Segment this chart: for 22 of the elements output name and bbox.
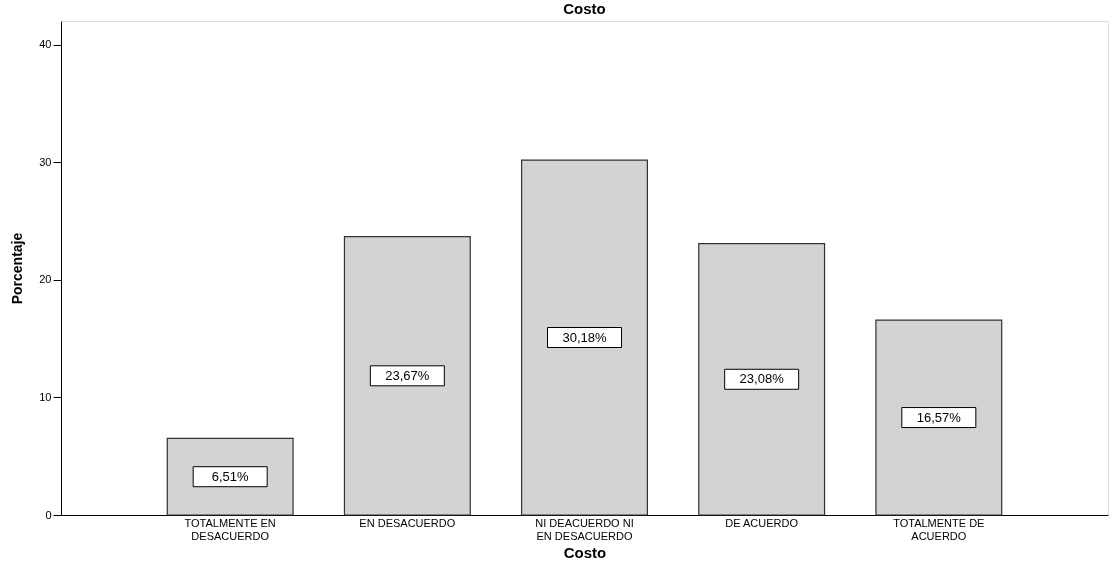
x-axis-title: Costo xyxy=(563,543,607,561)
y-tick-label: 10 xyxy=(39,390,52,403)
y-tick-label: 40 xyxy=(39,38,52,51)
y-tick-label: 30 xyxy=(39,155,52,168)
bar xyxy=(343,236,471,516)
x-tick-label: DE ACUERDO xyxy=(725,516,799,529)
y-tick-label: 20 xyxy=(39,273,52,286)
x-tick-label: TOTALMENTE EN DESACUERDO xyxy=(184,516,276,542)
y-tick-label: 0 xyxy=(45,508,52,521)
bar xyxy=(521,159,648,516)
bar xyxy=(875,319,1003,516)
data-label: 6,51% xyxy=(211,468,250,484)
x-tick-label: EN DESACUERDO xyxy=(359,516,456,529)
data-label: 16,57% xyxy=(916,409,962,425)
data-label: 23,08% xyxy=(739,371,785,387)
bar xyxy=(698,242,826,516)
chart-title: Costo xyxy=(563,0,606,17)
data-label: 30,18% xyxy=(562,329,607,345)
data-label: 23,67% xyxy=(385,367,430,383)
x-tick-label: TOTALMENTE DE ACUERDO xyxy=(893,516,985,542)
y-axis-title: Porcentaje xyxy=(9,232,26,305)
x-tick-label: NI DEACUERDO NI EN DESACUERDO xyxy=(535,516,634,542)
